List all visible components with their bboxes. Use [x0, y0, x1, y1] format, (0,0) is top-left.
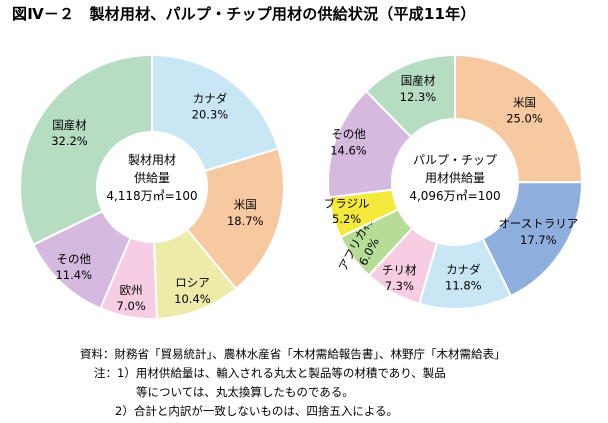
- pulp-slice-name-0: 米国: [513, 95, 536, 109]
- lumber-slice-name-5: 国産材: [52, 118, 87, 132]
- pulp-slice-label-1: オーストラリア 17.7%: [498, 217, 578, 247]
- lumber-slice-value-1: 18.7%: [227, 214, 264, 228]
- pulp-slice-name-2: カナダ: [446, 263, 481, 277]
- lumber-slice-5: [19, 53, 153, 247]
- note-1-line-1: 注：1）用材供給量は、輸入される丸太と製品等の材積であり、製品: [94, 366, 446, 380]
- lumber-slice-label-1: 米国 18.7%: [227, 198, 264, 228]
- pulp-slice-name-5: ブラジル: [324, 197, 370, 211]
- lumber-donut-svg: カナダ 20.3% 米国 18.7% ロシア 10.4% 欧州 7.0% その他 11.4% 国産材…: [19, 53, 285, 320]
- lumber-slice-name-4: その他: [57, 252, 92, 266]
- lumber-slice-value-0: 20.3%: [192, 108, 229, 122]
- pulp-slice-0: [454, 53, 584, 184]
- pulp-slice-1: [481, 181, 584, 298]
- pulp-slice-value-0: 25.0%: [506, 111, 543, 125]
- lumber-slice-name-1: 米国: [234, 198, 257, 212]
- lumber-center-text-0: 製材用材: [128, 153, 176, 167]
- pulp-slice-label-2: カナダ 11.8%: [445, 263, 482, 293]
- pulp-chip-supply-donut-chart: 米国 25.0% オーストラリア 17.7% カナダ 11.8% チリ材 7.3% アフリカ材 6…: [303, 22, 608, 337]
- pulp-slice-value-7: 12.3%: [400, 90, 437, 104]
- pulp-center-text-2: 4,096万㎥=100: [409, 189, 500, 203]
- lumber-slice-label-2: ロシア 10.4%: [174, 276, 211, 306]
- lumber-slice-value-4: 11.4%: [55, 268, 92, 282]
- figure-notes: 資料：財務省「貿易統計」、農林水産省「木材需給報告書」、林野庁「木材需給表」 注…: [80, 345, 506, 421]
- pulp-slice-label-6: その他 14.6%: [330, 127, 367, 157]
- lumber-slice-1: [185, 147, 285, 291]
- lumber-slice-value-2: 10.4%: [174, 292, 211, 306]
- lumber-slice-label-5: 国産材 32.2%: [51, 118, 88, 148]
- note-2: 2）合計と内訳が一致しないものは、四捨五入による。: [115, 404, 398, 418]
- lumber-supply-donut-chart: カナダ 20.3% 米国 18.7% ロシア 10.4% 欧州 7.0% その他 11.4% 国産材…: [0, 22, 305, 337]
- lumber-slice-label-4: その他 11.4%: [55, 252, 92, 282]
- pulp-slice-label-7: 国産材 12.3%: [400, 74, 437, 104]
- lumber-slice-label-3: 欧州 7.0%: [117, 283, 146, 313]
- pulp-slice-value-5: 5.2%: [332, 212, 361, 226]
- source-note: 資料：財務省「貿易統計」、農林水産省「木材需給報告書」、林野庁「木材需給表」: [80, 347, 506, 361]
- pulp-slice-label-3: チリ材 7.3%: [382, 263, 417, 293]
- lumber-slice-value-3: 7.0%: [117, 299, 146, 313]
- lumber-center-text-1: 供給量: [134, 171, 170, 185]
- lumber-slice-name-0: カナダ: [193, 91, 228, 105]
- pulp-slice-value-6: 14.6%: [330, 143, 367, 157]
- lumber-center-text-2: 4,118万㎥=100: [106, 189, 197, 203]
- pulp-slice-name-1: オーストラリア: [498, 217, 578, 231]
- pulp-slice-name-7: 国産材: [401, 74, 436, 88]
- pulp-slice-value-1: 17.7%: [520, 233, 557, 247]
- pulp-slice-value-3: 7.3%: [385, 279, 414, 293]
- lumber-slice-label-0: カナダ 20.3%: [192, 91, 229, 121]
- note-1-line-2: 等については、丸太換算したものである。: [136, 385, 354, 399]
- pulp-center-text-0: パルプ・チップ: [413, 153, 497, 167]
- lumber-slice-name-3: 欧州: [120, 283, 143, 297]
- pulp-center-text-1: 用材供給量: [425, 171, 485, 185]
- lumber-slice-value-5: 32.2%: [51, 134, 88, 148]
- pulp-slice-label-0: 米国 25.0%: [506, 95, 543, 125]
- pulp-slice-name-6: その他: [331, 127, 366, 141]
- pulp-slice-value-2: 11.8%: [445, 279, 482, 293]
- lumber-slice-name-2: ロシア: [175, 276, 210, 290]
- pulp-slice-7: [364, 53, 456, 139]
- figure-title: 図Ⅳ－２ 製材用材、パルプ・チップ用材の供給状況（平成11年）: [12, 5, 476, 23]
- pulp-slice-name-3: チリ材: [382, 263, 417, 277]
- lumber-slice-0: [151, 53, 280, 173]
- pulp-donut-svg: 米国25.0%オーストラリア17.7%カナダ11.8%チリ材7.3%アフリカ材6…: [324, 53, 584, 310]
